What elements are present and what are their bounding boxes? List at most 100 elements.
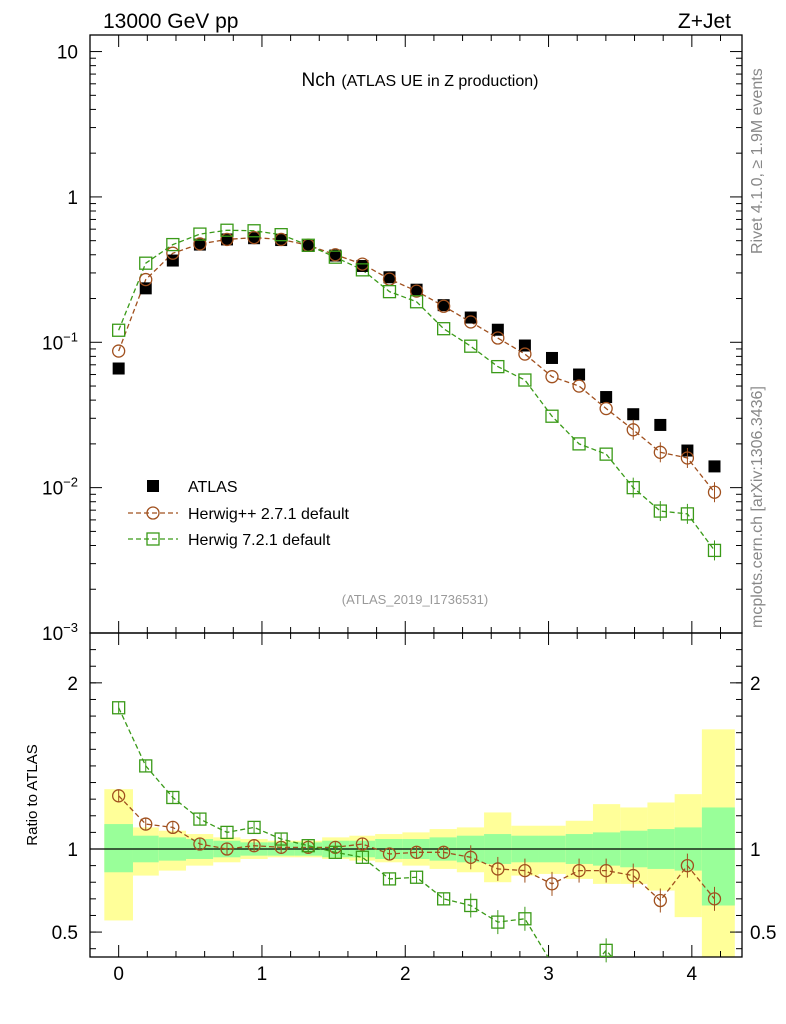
ratio-xtick-label: 3 xyxy=(543,964,554,985)
herwigpp-ratio-point xyxy=(409,845,424,859)
herwigpp-ratio-point xyxy=(464,850,478,864)
herwig7-point xyxy=(166,237,180,252)
herwigpp-ratio-point xyxy=(572,863,586,878)
atlas-point xyxy=(627,408,640,421)
atlas-point xyxy=(437,299,450,312)
main-ytick-label: 10 xyxy=(57,43,78,64)
main-ytick-label: 10−1 xyxy=(42,329,78,354)
herwigpp-ratio-point xyxy=(247,839,261,853)
atlas-point xyxy=(193,238,206,251)
atlas-point xyxy=(302,239,315,252)
main-ytick-label-base: 1 xyxy=(67,188,78,209)
atlas-point xyxy=(112,362,125,375)
herwig7-point xyxy=(491,359,505,374)
herwig7-ratio-point xyxy=(382,872,397,886)
herwig7-point xyxy=(653,504,667,518)
atlas-point xyxy=(545,351,558,364)
main-ytick-label-base: 10 xyxy=(42,479,63,500)
herwig7-line xyxy=(118,229,716,551)
band-inner-bin xyxy=(104,824,133,873)
herwigpp-point xyxy=(599,401,613,416)
main-title-name: Nch xyxy=(302,70,336,91)
herwig7-point xyxy=(355,263,370,277)
ratio-ytick-label-right: 2 xyxy=(750,674,761,695)
herwig7-point xyxy=(193,227,207,241)
main-ytick-label-exponent: −2 xyxy=(63,475,78,490)
atlas-point xyxy=(464,311,477,324)
herwig7-ratio-point xyxy=(247,820,261,835)
herwig7-point xyxy=(274,228,288,242)
legend-atlas-label: ATLAS xyxy=(188,479,238,496)
ratio-ytick-label-left: 2 xyxy=(67,674,78,695)
herwigpp-ratio-point xyxy=(220,842,234,856)
atlas-point xyxy=(600,391,613,404)
main-panel: Nch (ATLAS UE in Z production) (ATLAS_201… xyxy=(42,34,743,645)
herwig7-point xyxy=(220,223,234,237)
main-ytick-label-base: 10 xyxy=(42,333,63,354)
herwigpp-ratio-point xyxy=(545,877,559,891)
main-ytick-label-base: 10 xyxy=(42,624,63,645)
herwigpp-point xyxy=(518,347,532,361)
analysis-watermark: (ATLAS_2019_I1736531) xyxy=(342,592,488,607)
herwig7-point xyxy=(545,409,559,423)
main-ytick-label-exponent: −3 xyxy=(63,620,78,635)
herwig7-ratio-point xyxy=(220,825,234,840)
herwigpp-point xyxy=(166,246,180,260)
herwig7-ratio-point xyxy=(274,832,288,846)
herwig7-point xyxy=(328,250,342,264)
herwigpp-point xyxy=(545,370,559,384)
herwig7-point xyxy=(247,224,261,238)
herwigpp-point xyxy=(572,379,586,393)
ratio-bands xyxy=(104,729,735,957)
herwigpp-ratio-point xyxy=(355,837,370,851)
main-ytick-label: 10−2 xyxy=(42,475,78,500)
herwig7-ratio-point xyxy=(491,915,505,929)
herwig7-ratio-point xyxy=(437,892,451,906)
legend: ATLAS Herwig++ 2.7.1 default Herwig 7.2.… xyxy=(128,479,350,549)
herwigpp-point xyxy=(220,232,234,247)
ratio-axes: 2 2 1 1 0.5 0.5 0 1 2 3 4 xyxy=(52,632,776,985)
ratio-frame xyxy=(89,632,743,958)
herwig7-ratio-point xyxy=(355,850,370,864)
herwigpp-point xyxy=(437,299,451,313)
legend-herwigpp-label: Herwig++ 2.7.1 default xyxy=(188,506,350,523)
herwig7-point xyxy=(599,447,613,461)
herwigpp-line xyxy=(118,236,715,493)
herwig7-point xyxy=(707,543,722,558)
herwig7-ratio-point xyxy=(193,812,207,826)
herwig7-ratio-point xyxy=(112,701,126,715)
legend-herwig7-label: Herwig 7.2.1 default xyxy=(188,532,331,549)
main-ytick-label-base: 10 xyxy=(57,43,78,64)
main-title-subtitle: (ATLAS UE in Z production) xyxy=(341,73,538,90)
main-ytick-label: 10−3 xyxy=(42,620,78,645)
herwig7-point xyxy=(139,256,153,270)
legend-atlas-marker xyxy=(147,480,159,492)
herwig7-ratio-point xyxy=(518,912,532,926)
ratio-ylabel: Ratio to ATLAS xyxy=(24,744,41,845)
ratio-panel: Ratio to ATLAS 2 2 1 1 0.5 0.5 0 1 2 3 4 xyxy=(24,632,776,985)
herwigpp-point xyxy=(247,230,261,245)
ratio-xtick-label: 1 xyxy=(257,964,268,985)
band-inner-bin xyxy=(701,807,735,906)
rivet-version-label: Rivet 4.1.0, ≥ 1.9M events xyxy=(749,68,766,254)
ratio-ytick-label-right: 0.5 xyxy=(750,923,776,944)
ratio-ytick-label-left: 1 xyxy=(67,840,78,861)
herwigpp-point xyxy=(112,344,126,358)
herwigpp-ratio-point xyxy=(382,847,397,861)
atlas-point xyxy=(654,418,667,431)
herwig7-point xyxy=(301,238,315,252)
herwig7-ratio-point xyxy=(599,943,613,958)
atlas-point xyxy=(410,283,423,296)
herwigpp-ratio-point xyxy=(166,820,180,835)
main-ytick-label-exponent: −1 xyxy=(63,329,78,344)
herwigpp-point xyxy=(680,451,695,465)
herwig7-point xyxy=(112,323,126,337)
atlas-point xyxy=(573,368,586,381)
main-title: Nch (ATLAS UE in Z production) xyxy=(302,70,539,91)
herwigpp-ratio-point xyxy=(653,893,667,908)
herwigpp-point xyxy=(464,315,478,329)
herwigpp-point xyxy=(626,423,640,437)
main-ytick-label: 1 xyxy=(67,188,78,209)
